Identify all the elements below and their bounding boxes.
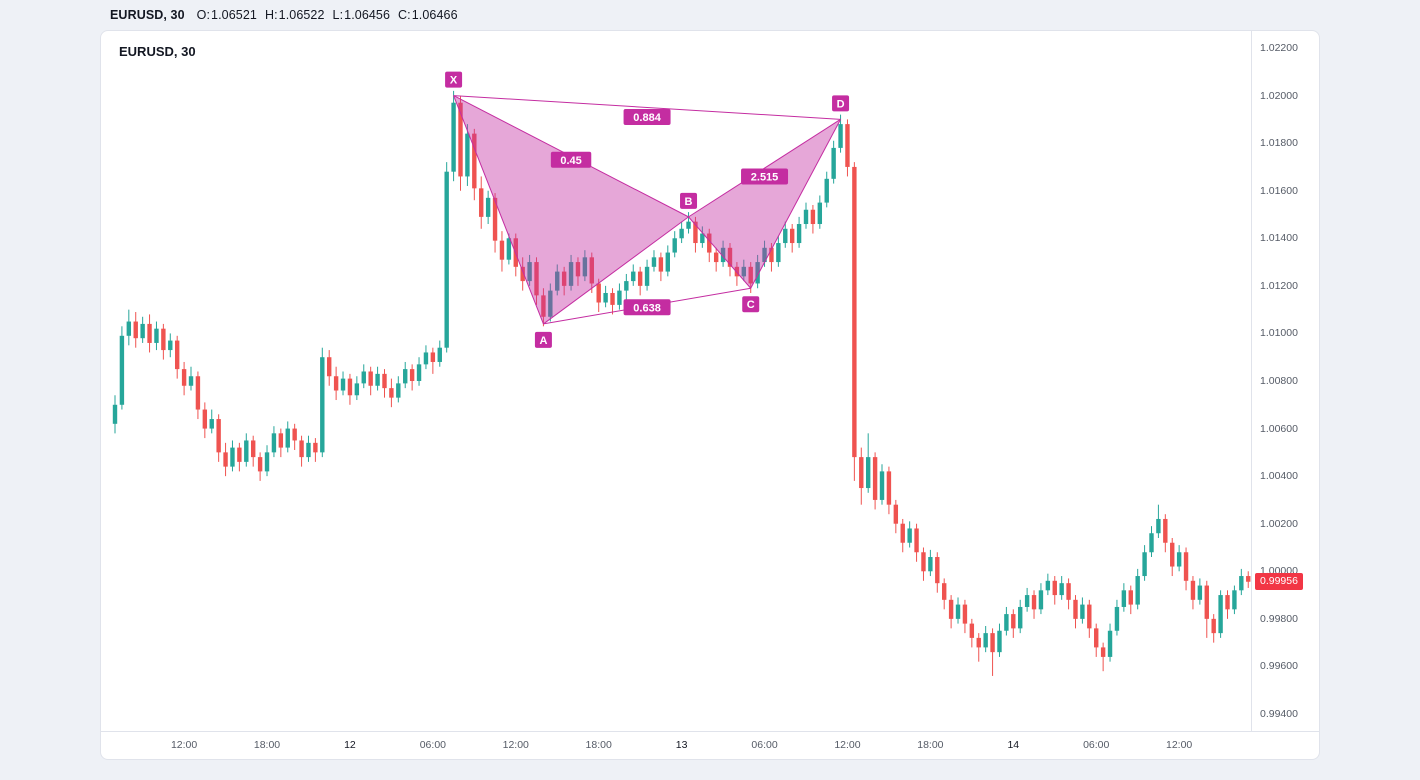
pattern-ratio-text: 2.515 [751, 171, 779, 183]
price-tick: 1.00600 [1260, 422, 1298, 435]
time-axis[interactable]: 12:00 18:00 12 06:00 12:00 18:00 13 06:00 12:00 1… [101, 731, 1319, 759]
price-tick: 0.99400 [1260, 708, 1298, 720]
pattern-ratio-label[interactable] [741, 168, 789, 185]
price-tick: 1.02200 [1260, 42, 1298, 54]
candles [112, 90, 1251, 676]
time-tick: 06:00 [751, 739, 778, 751]
pattern-point-label[interactable] [680, 192, 698, 209]
symbol-info-bar: EURUSD, 30 O:1.06521 H:1.06522 L:1.06456 C:1… [110, 8, 458, 22]
pattern-fill [688, 119, 841, 289]
price-tick: 1.01000 [1260, 327, 1298, 340]
ohlc-key: C: [398, 8, 411, 22]
pattern-point-label[interactable] [445, 71, 463, 88]
price-tick: 1.00800 [1260, 375, 1298, 387]
time-tick: 12:00 [502, 739, 529, 751]
pattern-point-text: C [747, 299, 755, 311]
time-tick: 12:00 [1165, 739, 1193, 751]
ohlc-key: O: [196, 8, 211, 22]
pattern-line [688, 118, 841, 218]
pattern-fill [453, 95, 689, 324]
pattern-line [543, 216, 689, 325]
pattern-line [453, 95, 544, 325]
pattern-line [453, 95, 841, 120]
time-tick: 12 [344, 739, 356, 751]
time-tick: 12:00 [834, 739, 861, 751]
time-tick: 18:00 [253, 739, 281, 751]
price-tick: 0.99600 [1260, 660, 1298, 673]
price-tick: 1.00400 [1260, 470, 1298, 483]
last-price-badge: 0.99956 [1255, 573, 1303, 591]
time-tick: 13 [675, 739, 688, 751]
time-tick: 06:00 [1083, 739, 1110, 751]
candlestick-chart[interactable]: X A B C D 0.884 0.45 2.515 0.638 [101, 31, 1251, 731]
price-tick: 1.01400 [1260, 232, 1298, 245]
pattern-point-label[interactable] [534, 331, 552, 348]
ohlc-value: 1.06456 [344, 8, 391, 22]
pattern-line [750, 119, 841, 289]
pattern-point-text: A [539, 335, 547, 347]
pattern-ratio-text: 0.884 [633, 112, 661, 124]
pattern-line [688, 216, 752, 289]
time-tick: 14 [1007, 739, 1020, 751]
price-tick: 1.02000 [1260, 89, 1298, 102]
ohlc-value: 1.06522 [278, 8, 325, 22]
xabcd-pattern[interactable]: X A B C D 0.884 0.45 2.515 0.638 [445, 71, 850, 348]
ohlc-value: 1.06466 [411, 8, 458, 22]
ohlc-values: O:1.06521 H:1.06522 L:1.06456 C:1.06466 [189, 8, 458, 22]
ohlc-key: L: [332, 8, 344, 22]
pattern-ratio-label[interactable] [623, 299, 671, 316]
pattern-point-label[interactable] [832, 95, 850, 112]
pattern-ratio-text: 0.638 [633, 302, 661, 314]
price-tick: 1.01200 [1260, 279, 1298, 292]
pattern-point-text: B [685, 196, 693, 208]
chart-card: EURUSD, 30 X A B C D 0.884 0.45 2.515 0.638 1.02… [100, 30, 1320, 760]
price-tick: 1.01600 [1260, 184, 1298, 197]
pattern-ratio-label[interactable] [550, 151, 592, 168]
price-tick: 1.01800 [1260, 137, 1298, 150]
ohlc-value: 1.06521 [211, 8, 257, 22]
time-tick: 18:00 [585, 739, 612, 751]
pattern-ratio-label[interactable] [623, 108, 671, 125]
ohlc-key: H: [264, 8, 278, 22]
price-axis[interactable]: 1.02200 1.02000 1.01800 1.01600 1.01400 1.012… [1251, 31, 1319, 731]
pattern-point-text: D [837, 98, 845, 110]
time-tick: 18:00 [917, 739, 944, 751]
time-tick: 06:00 [419, 739, 446, 751]
pattern-point-label[interactable] [742, 296, 760, 313]
price-tick: 1.00200 [1260, 517, 1298, 530]
price-tick: 0.99800 [1260, 612, 1298, 625]
pattern-ratio-text: 0.45 [560, 155, 581, 167]
symbol-title: EURUSD, 30 [110, 8, 185, 22]
time-tick: 12:00 [170, 739, 198, 751]
chart-legend[interactable]: EURUSD, 30 [119, 44, 196, 59]
chart-plot-area[interactable]: X A B C D 0.884 0.45 2.515 0.638 [101, 31, 1251, 731]
pattern-point-text: X [450, 75, 458, 87]
